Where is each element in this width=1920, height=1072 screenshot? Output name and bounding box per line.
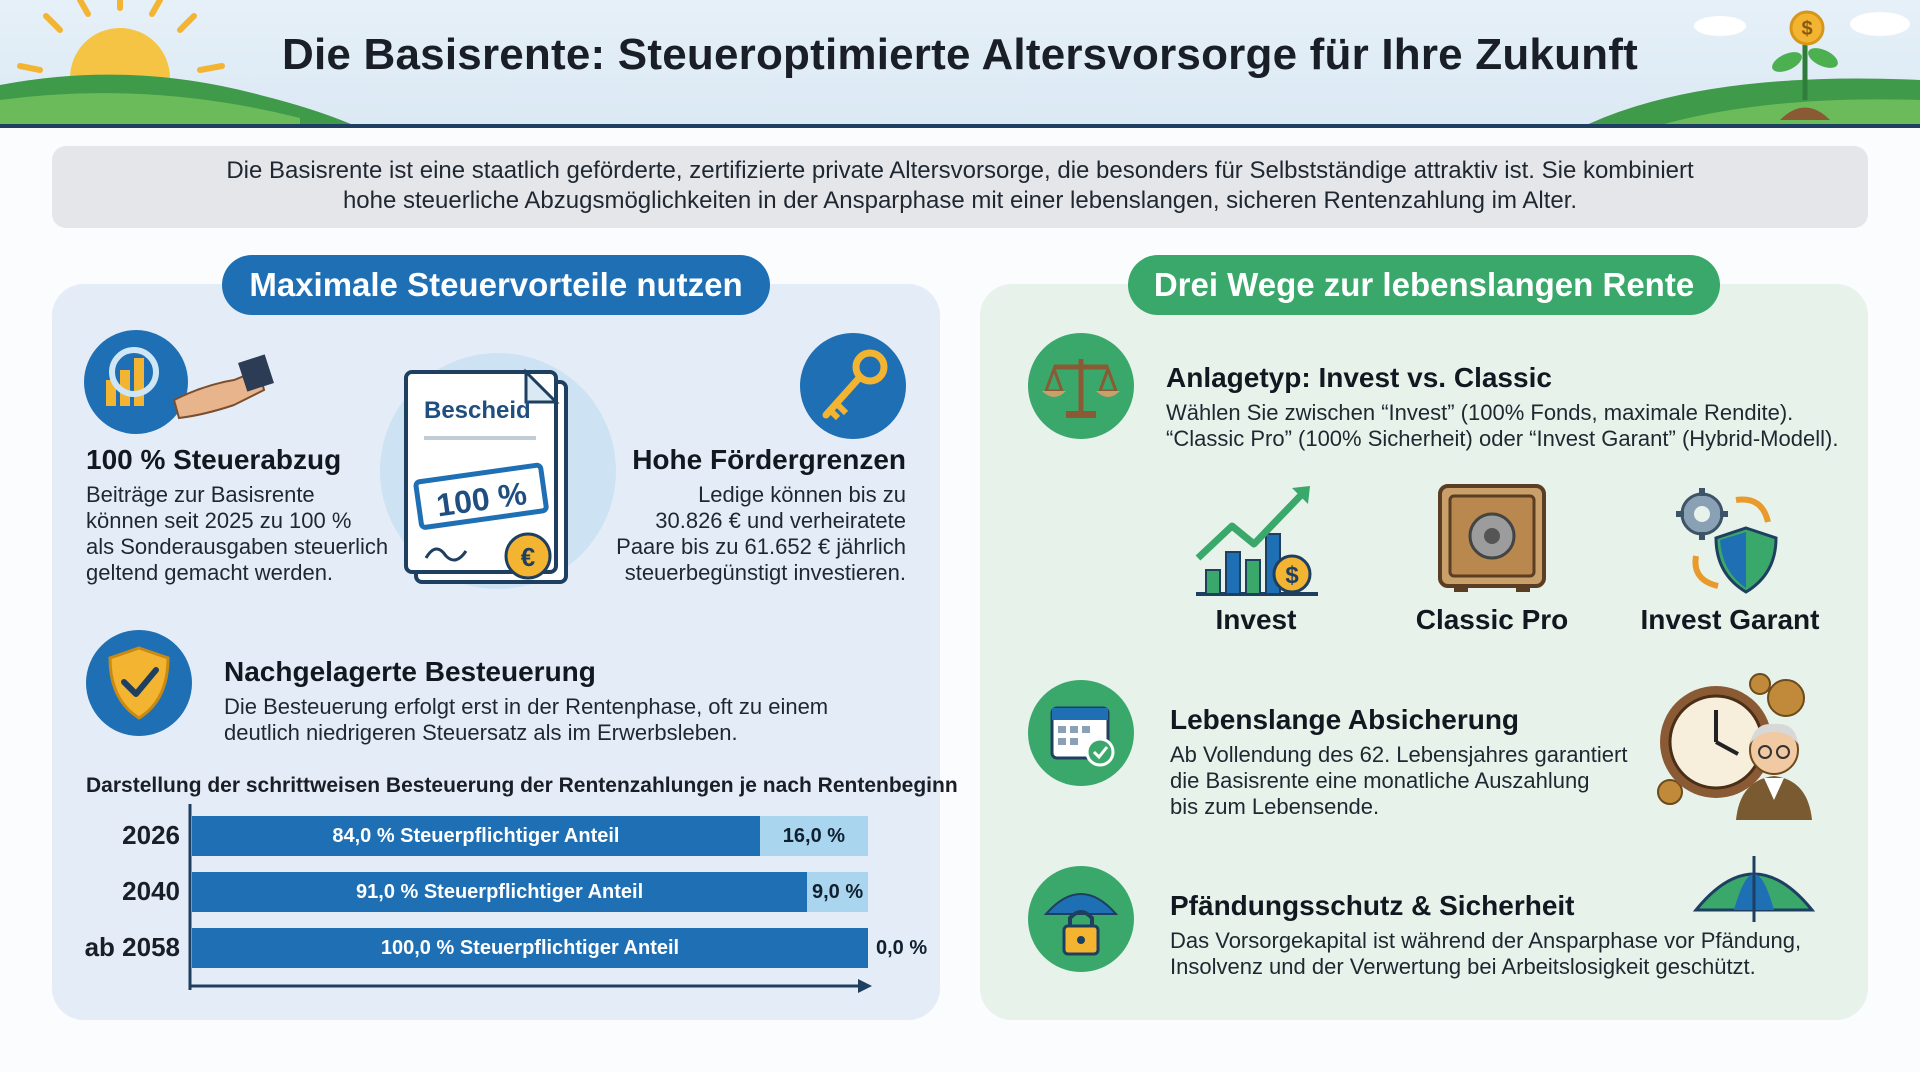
svg-text:$: $ [1801,18,1812,40]
option-invest-garant-label: Invest Garant [1640,604,1820,635]
shield-check-icon [86,630,192,736]
besteuerung-title: Nachgelagerte Besteuerung [224,656,596,687]
steuerabzug-line: als Sonderausgaben steuerlich [86,534,389,559]
anlagetyp-title: Anlagetyp: Invest vs. Classic [1166,362,1552,393]
absicherung-text: Ab Vollendung des 62. Lebensjahres garan… [1170,742,1650,820]
steuerabzug-title: 100 % Steuerabzug [86,444,342,475]
page-title: Die Basisrente: Steueroptimierte Altersv… [282,30,1638,79]
left-section-heading: Maximale Steuervorteile nutzen [222,255,770,315]
chart-bar-remainder-label: 0,0 % [876,937,928,959]
foerdergrenzen-text: Ledige können bis zu 30.826 € und verhei… [566,482,906,586]
chart-category-label: 2026 [122,820,180,850]
foerdergrenzen-line: Paare bis zu 61.652 € jährlich [616,534,906,559]
header-banner: $ Die Basisrente: Steueroptimierte Alter… [0,0,1920,128]
svg-text:€: € [521,542,535,572]
gear-shield-icon [1676,488,1778,594]
umbrella-icon [1692,856,1816,922]
steuerabzug-line: geltend gemacht werden. [86,560,334,585]
steuerabzug-text: Beiträge zur Basisrente können seit 2025… [86,482,406,586]
intro-box: Die Basisrente ist eine staatlich geförd… [52,146,1868,228]
pfaendung-title: Pfändungsschutz & Sicherheit [1170,890,1575,921]
foerdergrenzen-line: Ledige können bis zu [698,482,906,507]
key-icon [800,333,906,439]
scales-icon [1028,333,1134,439]
option-classic-pro-label: Classic Pro [1415,604,1569,635]
chart-bar-remainder: 9,0 % [807,872,868,912]
pfaendung-text: Das Vorsorgekapital ist während der Ansp… [1170,928,1850,980]
svg-text:$: $ [1285,562,1299,589]
chart-bar-taxable: 84,0 % Steuerpflichtiger Anteil [192,816,760,856]
anlagetyp-line: Wählen Sie zwischen “Invest” (100% Fonds… [1166,400,1794,425]
chart-bar-remainder: 16,0 % [759,816,868,856]
absicherung-line: Ab Vollendung des 62. Lebensjahres garan… [1170,742,1628,767]
absicherung-line: die Basisrente eine monatliche Auszahlun… [1170,768,1590,793]
chart-title: Darstellung der schrittweisen Besteuerun… [86,774,958,797]
intro-line-1: Die Basisrente ist eine staatlich geförd… [226,157,1694,184]
magnifier-hand-icon [84,330,274,434]
chart-bar-taxable: 91,0 % Steuerpflichtiger Anteil [192,872,808,912]
pfaendung-line: Insolvenz und der Verwertung bei Arbeits… [1170,954,1756,979]
foerdergrenzen-line: 30.826 € und verheiratete [655,508,906,533]
option-invest-label: Invest [1215,604,1297,635]
taxation-bar-chart: 2026 84,0 % Steuerpflichtiger Anteil 16,0 … [80,804,940,1004]
foerdergrenzen-title: Hohe Fördergrenzen [632,444,906,475]
chart-bar-taxable: 100,0 % Steuerpflichtiger Anteil [192,928,868,968]
calendar-check-icon [1028,680,1134,786]
chart-x-axis-arrow [858,979,872,993]
foerdergrenzen-line: steuerbegünstigt investieren. [624,560,906,585]
besteuerung-line: Die Besteuerung erfolgt erst in der Rent… [224,694,829,719]
chart-axes [188,804,872,993]
besteuerung-line: deutlich niedrigeren Steuersatz als im E… [224,720,738,745]
clock-retiree-icon [1657,673,1812,820]
plant-coin-icon: $ [1772,10,1838,120]
growth-chart-icon: $ [1195,486,1318,596]
pfaendung-line: Das Vorsorgekapital ist während der Ansp… [1170,928,1802,953]
chart-category-label: ab 2058 [84,932,180,962]
umbrella-lock-icon [1028,866,1134,972]
anlagetyp-line: “Classic Pro” (100% Sicherheit) oder “In… [1166,426,1839,451]
steuerabzug-line: können seit 2025 zu 100 % [86,508,352,533]
landscape-decoration: $ [0,0,1920,124]
intro-line-2: hohe steuerliche Abzugsmöglichkeiten in … [342,187,1578,214]
anlagetyp-text: Wählen Sie zwischen “Invest” (100% Fonds… [1166,400,1856,452]
safe-icon [1438,484,1546,592]
right-section-heading: Drei Wege zur lebenslangen Rente [1128,255,1720,315]
chart-category-label: 2040 [122,876,180,906]
besteuerung-text: Die Besteuerung erfolgt erst in der Rent… [224,694,904,746]
absicherung-line: bis zum Lebensende. [1170,794,1380,819]
absicherung-title: Lebenslange Absicherung [1170,704,1520,735]
document-label: Bescheid [424,397,531,424]
steuerabzug-line: Beiträge zur Basisrente [86,482,315,507]
tax-notice-document-icon: Bescheid 100 % € [380,353,616,589]
